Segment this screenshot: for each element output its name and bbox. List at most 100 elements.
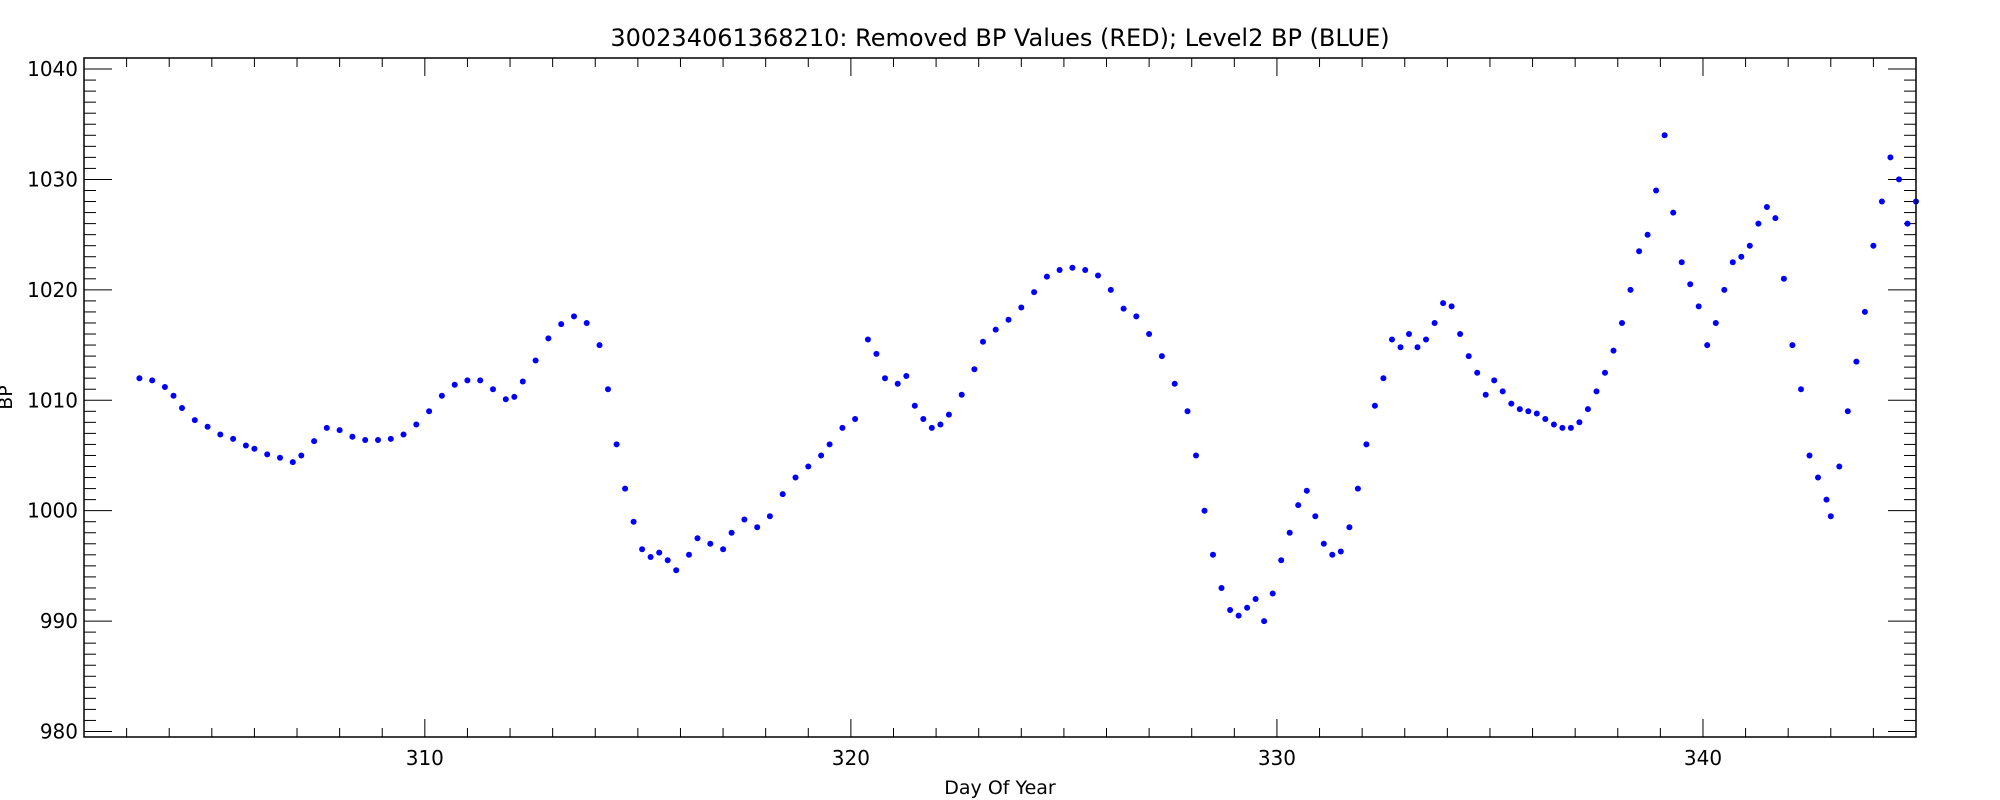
data-point (1414, 344, 1421, 351)
data-point (490, 386, 496, 393)
chart-title: 300234061368210: Removed BP Values (RED)… (610, 24, 1389, 52)
data-point (1593, 388, 1600, 395)
data-point (1448, 303, 1455, 310)
data-point (349, 433, 356, 440)
axis-ticks: 310 320 330 340 980 990 1000 1010 1020 1030 1040 (27, 57, 1917, 770)
x-tick-label: 330 (1258, 746, 1296, 770)
data-point (1712, 320, 1719, 326)
data-point (1158, 353, 1165, 360)
data-point (1389, 336, 1395, 343)
data-point (191, 417, 198, 424)
data-point (1431, 320, 1438, 326)
data-point (1303, 487, 1310, 494)
data-point (323, 424, 330, 431)
data-point (920, 416, 927, 422)
data-point (596, 342, 603, 349)
data-point (1678, 259, 1685, 266)
data-point (639, 546, 646, 553)
data-point (1789, 342, 1796, 349)
data-point (971, 366, 978, 373)
y-tick-label: 980 (40, 719, 78, 743)
data-point (413, 421, 420, 428)
data-point (741, 516, 748, 523)
data-point (1482, 391, 1489, 398)
data-point (204, 423, 211, 430)
data-point (1644, 231, 1651, 238)
y-tick-label: 1040 (27, 57, 78, 81)
data-point (1474, 369, 1481, 376)
data-point (911, 402, 918, 409)
data-point (1550, 421, 1557, 428)
data-point (1465, 353, 1472, 360)
data-point (1516, 406, 1523, 413)
data-point (1602, 369, 1608, 376)
y-tick-label: 1030 (27, 167, 78, 191)
data-point (656, 549, 663, 556)
data-point (387, 435, 394, 442)
data-point (1278, 557, 1285, 564)
data-point (545, 335, 552, 342)
data-point (571, 313, 577, 320)
data-point (1904, 220, 1911, 227)
data-point (1896, 176, 1902, 183)
data-point (179, 405, 185, 411)
data-point (149, 377, 156, 384)
data-point (1806, 452, 1813, 459)
y-tick-label: 1010 (27, 388, 78, 412)
data-point (622, 485, 629, 492)
data-point (170, 392, 177, 399)
data-point (1005, 316, 1012, 323)
data-point (852, 416, 859, 422)
data-point (1584, 406, 1591, 413)
data-point (1823, 496, 1830, 503)
data-point (1056, 267, 1063, 273)
data-point (1218, 585, 1225, 591)
data-point (686, 551, 692, 558)
data-point (1031, 289, 1038, 296)
data-point (1171, 380, 1178, 387)
data-point (1312, 513, 1319, 520)
data-point (839, 424, 846, 431)
data-point (230, 435, 237, 442)
data-point (1567, 424, 1574, 431)
data-point (1371, 402, 1378, 409)
data-point (1354, 485, 1361, 492)
data-point (1636, 248, 1643, 255)
data-point (894, 380, 901, 387)
data-point (882, 375, 888, 382)
data-point (1729, 259, 1736, 266)
data-point (1184, 408, 1191, 415)
data-point (992, 326, 999, 333)
data-point (532, 357, 539, 364)
data-point (558, 321, 565, 328)
data-point (1610, 347, 1617, 354)
data-point (779, 491, 786, 498)
data-point (1235, 612, 1242, 619)
data-point (1193, 452, 1199, 459)
data-point (242, 442, 249, 449)
data-point (1491, 377, 1498, 384)
x-tick-label: 340 (1684, 746, 1722, 770)
data-point (502, 396, 509, 403)
data-point (664, 557, 671, 564)
data-point (477, 377, 484, 384)
data-point (1095, 272, 1101, 279)
data-point (583, 320, 590, 326)
data-point (1286, 529, 1293, 536)
data-point (1423, 336, 1429, 343)
data-point (1261, 618, 1268, 625)
data-point (1746, 242, 1753, 249)
data-point (826, 441, 833, 448)
data-point (464, 377, 471, 384)
data-point (1827, 513, 1834, 520)
data-point (1043, 273, 1050, 280)
data-point (1704, 342, 1711, 349)
data-point (945, 411, 952, 418)
data-point (818, 452, 825, 459)
data-point (264, 451, 271, 458)
data-point (1836, 463, 1843, 470)
data-point (511, 393, 518, 400)
data-point (1559, 424, 1566, 431)
data-point (217, 431, 224, 438)
